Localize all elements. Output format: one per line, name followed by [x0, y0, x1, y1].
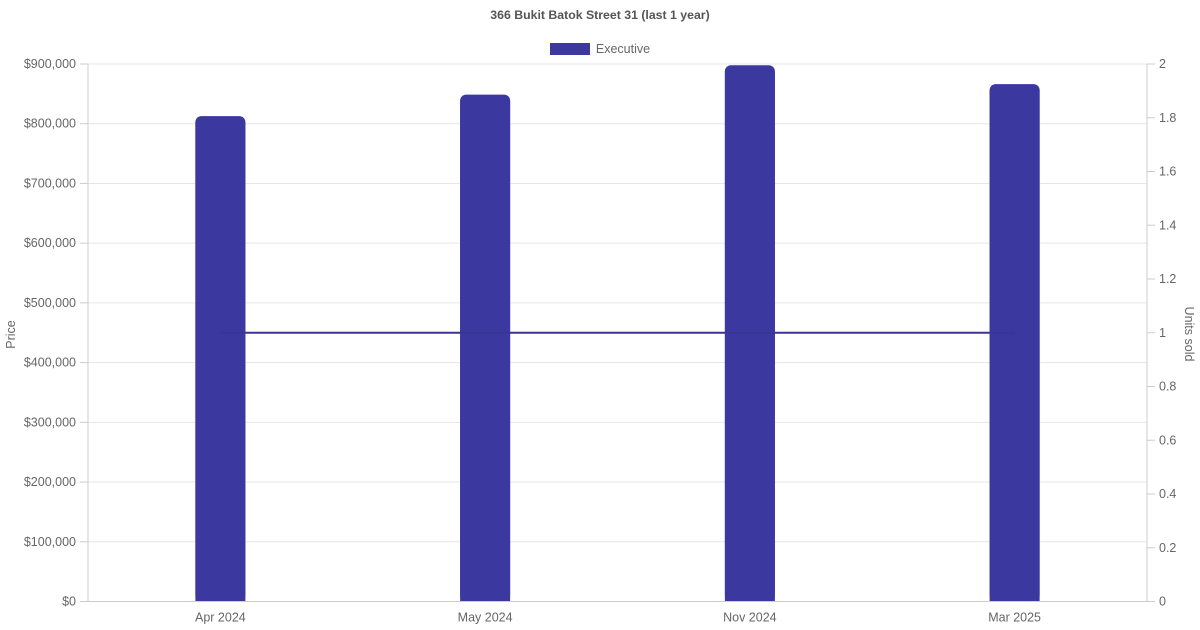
- svg-text:Apr 2024: Apr 2024: [195, 611, 246, 625]
- svg-text:$700,000: $700,000: [24, 176, 76, 190]
- svg-text:$400,000: $400,000: [24, 356, 76, 370]
- svg-text:$100,000: $100,000: [24, 535, 76, 549]
- svg-text:1.8: 1.8: [1159, 111, 1176, 125]
- svg-text:2: 2: [1159, 57, 1166, 71]
- svg-text:Price: Price: [4, 320, 18, 349]
- svg-text:$900,000: $900,000: [24, 57, 76, 71]
- svg-text:0.6: 0.6: [1159, 433, 1176, 447]
- svg-text:$500,000: $500,000: [24, 296, 76, 310]
- svg-text:Nov 2024: Nov 2024: [723, 611, 777, 625]
- svg-text:$200,000: $200,000: [24, 475, 76, 489]
- svg-text:0.2: 0.2: [1159, 541, 1176, 555]
- svg-text:0.8: 0.8: [1159, 380, 1176, 394]
- svg-text:$800,000: $800,000: [24, 117, 76, 131]
- svg-text:$0: $0: [62, 595, 76, 609]
- svg-text:0: 0: [1159, 595, 1166, 609]
- svg-text:0.4: 0.4: [1159, 487, 1176, 501]
- svg-text:1.2: 1.2: [1159, 272, 1176, 286]
- svg-text:1.4: 1.4: [1159, 218, 1176, 232]
- svg-text:1: 1: [1159, 326, 1166, 340]
- svg-text:Units sold: Units sold: [1182, 307, 1196, 362]
- svg-text:May 2024: May 2024: [458, 611, 513, 625]
- svg-text:Mar 2025: Mar 2025: [988, 611, 1041, 625]
- svg-text:1.6: 1.6: [1159, 165, 1176, 179]
- svg-text:$300,000: $300,000: [24, 415, 76, 429]
- svg-text:$600,000: $600,000: [24, 236, 76, 250]
